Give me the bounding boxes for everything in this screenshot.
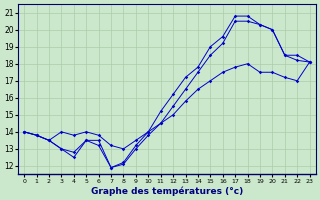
X-axis label: Graphe des températures (°c): Graphe des températures (°c) bbox=[91, 186, 243, 196]
